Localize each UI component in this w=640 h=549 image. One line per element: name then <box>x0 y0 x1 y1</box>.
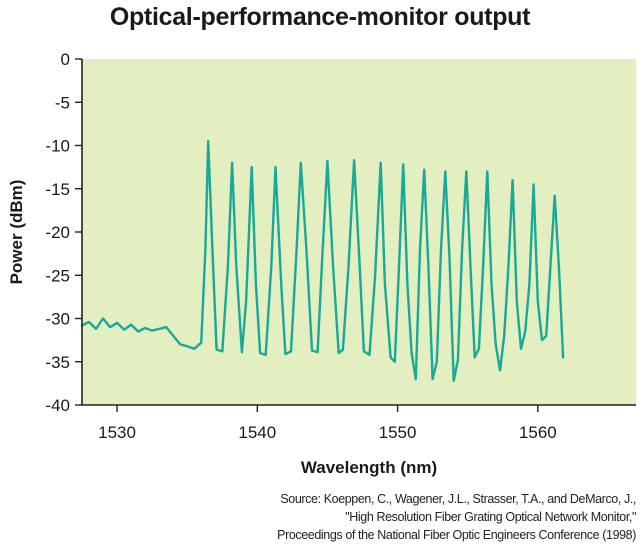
y-tick-label: -35 <box>45 353 70 372</box>
x-tick-label: 1530 <box>98 423 136 442</box>
source-line-3: Proceedings of the National Fiber Optic … <box>277 528 636 542</box>
y-tick-label: -15 <box>45 180 70 199</box>
source-line-2: "High Resolution Fiber Grating Optical N… <box>345 510 636 524</box>
y-tick-label: -10 <box>45 137 70 156</box>
spectrum-line <box>80 140 565 382</box>
y-tick-label: 0 <box>61 50 70 69</box>
y-tick-label: -25 <box>45 266 70 285</box>
y-tick-label: -40 <box>45 396 70 415</box>
chart-title: Optical-performance-monitor output <box>109 3 531 31</box>
x-axis-label: Wavelength (nm) <box>301 458 437 477</box>
y-axis-label: Power (dBm) <box>7 180 26 285</box>
y-tick-label: -30 <box>45 310 70 329</box>
y-axis-ticks: 0 -5 -10 -15 -20 -25 -30 -35 -40 <box>45 50 82 415</box>
x-tick-label: 1560 <box>519 423 557 442</box>
source-line-1: Source: Koeppen, C., Wagener, J.L., Stra… <box>280 492 636 506</box>
x-tick-label: 1540 <box>238 423 276 442</box>
source-note: Source: Koeppen, C., Wagener, J.L., Stra… <box>176 490 636 544</box>
x-tick-label: 1550 <box>379 423 417 442</box>
x-axis-ticks: 1530 1540 1550 1560 <box>98 405 557 442</box>
y-tick-label: -20 <box>45 223 70 242</box>
y-tick-label: -5 <box>55 93 70 112</box>
